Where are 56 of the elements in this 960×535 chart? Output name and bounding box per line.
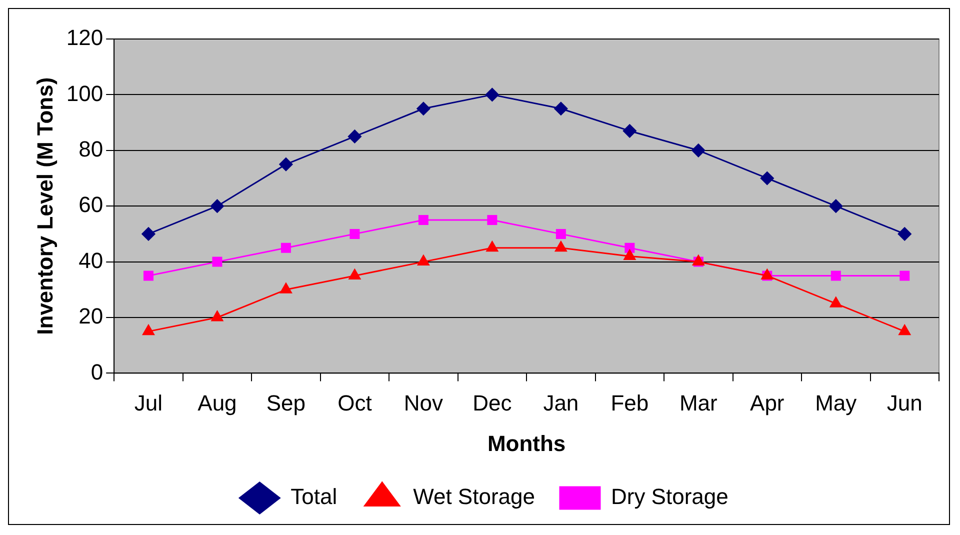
- legend-label: Dry Storage: [610, 484, 728, 510]
- x-tick-label: May: [815, 390, 857, 416]
- point: [348, 130, 362, 144]
- x-tick-label: Oct: [338, 390, 372, 416]
- point: [279, 158, 293, 172]
- point: [624, 249, 636, 260]
- point: [830, 270, 841, 281]
- x-tick-label: Jul: [134, 390, 163, 416]
- point: [554, 102, 568, 116]
- point: [900, 270, 910, 281]
- point: [210, 199, 224, 213]
- x-tick-label: Jun: [886, 390, 922, 416]
- x-tick-label: Aug: [198, 390, 237, 416]
- point: [142, 324, 154, 336]
- legend-label: Total: [290, 484, 338, 510]
- legend-label: Wet Storage: [413, 484, 535, 510]
- y-tick-label: 120: [66, 25, 104, 50]
- point: [554, 241, 567, 252]
- x-tick-label: Jan: [543, 390, 579, 416]
- point: [212, 256, 222, 267]
- y-tick-label: 0: [90, 359, 104, 384]
- point: [211, 310, 224, 322]
- point: [830, 296, 842, 308]
- point: [350, 228, 360, 239]
- point: [487, 215, 498, 226]
- x-tick-label: Apr: [750, 390, 784, 416]
- point: [143, 270, 154, 281]
- point: [486, 241, 498, 252]
- point: [624, 242, 635, 253]
- point: [829, 199, 843, 213]
- point: [692, 144, 706, 158]
- y-tick-label: 100: [66, 80, 104, 106]
- y-tick-label: 80: [78, 136, 104, 162]
- point: [622, 124, 636, 138]
- point: [556, 228, 566, 239]
- x-tick-label: Nov: [404, 390, 444, 416]
- point: [416, 102, 430, 116]
- x-tick-label: Feb: [610, 390, 649, 416]
- point: [898, 227, 912, 241]
- point: [280, 282, 292, 294]
- y-tick-label: 20: [78, 304, 104, 329]
- y-axis-title: Inventory Level (M Tons): [32, 77, 58, 335]
- y-tick-label: 40: [78, 248, 104, 273]
- point: [280, 242, 291, 253]
- x-tick-label: Sep: [266, 390, 306, 416]
- y-tick-label: 60: [78, 192, 104, 218]
- point: [348, 268, 361, 280]
- point: [142, 227, 156, 241]
- point: [417, 255, 430, 266]
- x-axis-title: Months: [487, 430, 566, 456]
- point: [760, 172, 774, 185]
- point: [898, 324, 911, 336]
- point: [418, 215, 428, 226]
- x-tick-label: Dec: [472, 390, 512, 416]
- point: [485, 88, 499, 102]
- x-tick-label: Mar: [679, 390, 718, 416]
